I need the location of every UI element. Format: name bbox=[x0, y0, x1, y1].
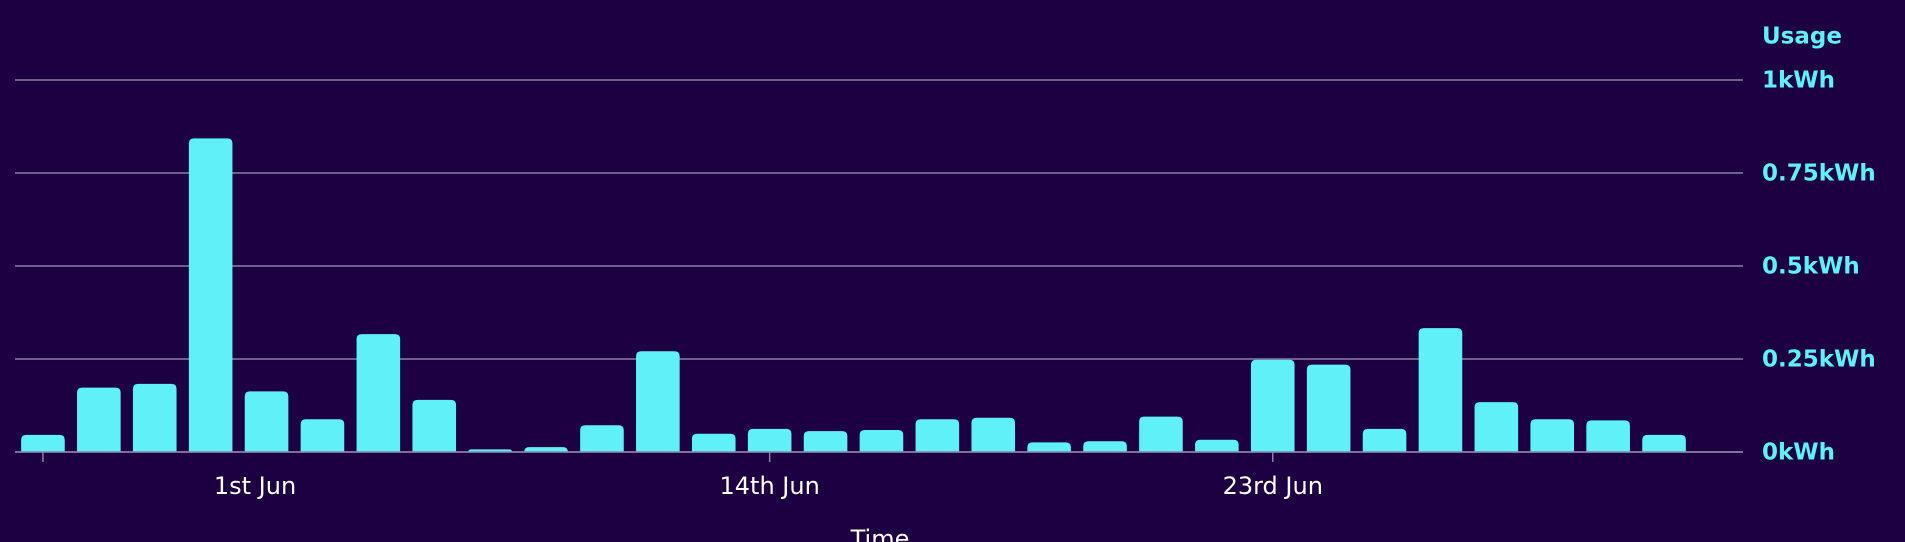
bar bbox=[300, 419, 345, 452]
bar bbox=[859, 430, 904, 452]
y-tick-label: 0.5kWh bbox=[1762, 254, 1860, 280]
bar bbox=[747, 428, 792, 452]
bar bbox=[412, 399, 457, 452]
bar bbox=[21, 434, 65, 452]
y-tick-label: 0.75kWh bbox=[1762, 161, 1876, 187]
y-tick-label: 0kWh bbox=[1762, 440, 1835, 466]
bar bbox=[1083, 441, 1127, 452]
bar bbox=[77, 387, 121, 452]
bar bbox=[1195, 439, 1239, 452]
bar bbox=[1474, 402, 1519, 452]
bar bbox=[1418, 328, 1463, 452]
bar bbox=[132, 383, 177, 452]
bar bbox=[1642, 434, 1686, 452]
bar bbox=[1250, 359, 1295, 452]
bar bbox=[1306, 364, 1351, 452]
bar bbox=[1530, 419, 1575, 452]
bar bbox=[244, 391, 289, 452]
bar bbox=[971, 417, 1016, 452]
y-tick-label: 0.25kWh bbox=[1762, 347, 1876, 373]
chart-title: Usage bbox=[1762, 24, 1842, 50]
x-axis-title: Time bbox=[850, 525, 910, 542]
bar bbox=[524, 447, 568, 452]
bar bbox=[356, 334, 401, 452]
bar bbox=[915, 419, 960, 452]
bar bbox=[1139, 416, 1183, 452]
bar bbox=[803, 431, 848, 452]
bar bbox=[1027, 442, 1071, 452]
y-tick-label: 1kWh bbox=[1762, 68, 1835, 94]
bar bbox=[1586, 420, 1630, 452]
x-tick-label: 23rd Jun bbox=[1223, 472, 1323, 500]
x-tick-label: 1st Jun bbox=[214, 472, 296, 500]
bar bbox=[691, 433, 736, 452]
x-tick-label: 14th Jun bbox=[720, 472, 820, 500]
bar bbox=[1362, 428, 1407, 452]
bar bbox=[636, 351, 680, 452]
bar bbox=[188, 138, 233, 453]
bar bbox=[580, 425, 624, 452]
